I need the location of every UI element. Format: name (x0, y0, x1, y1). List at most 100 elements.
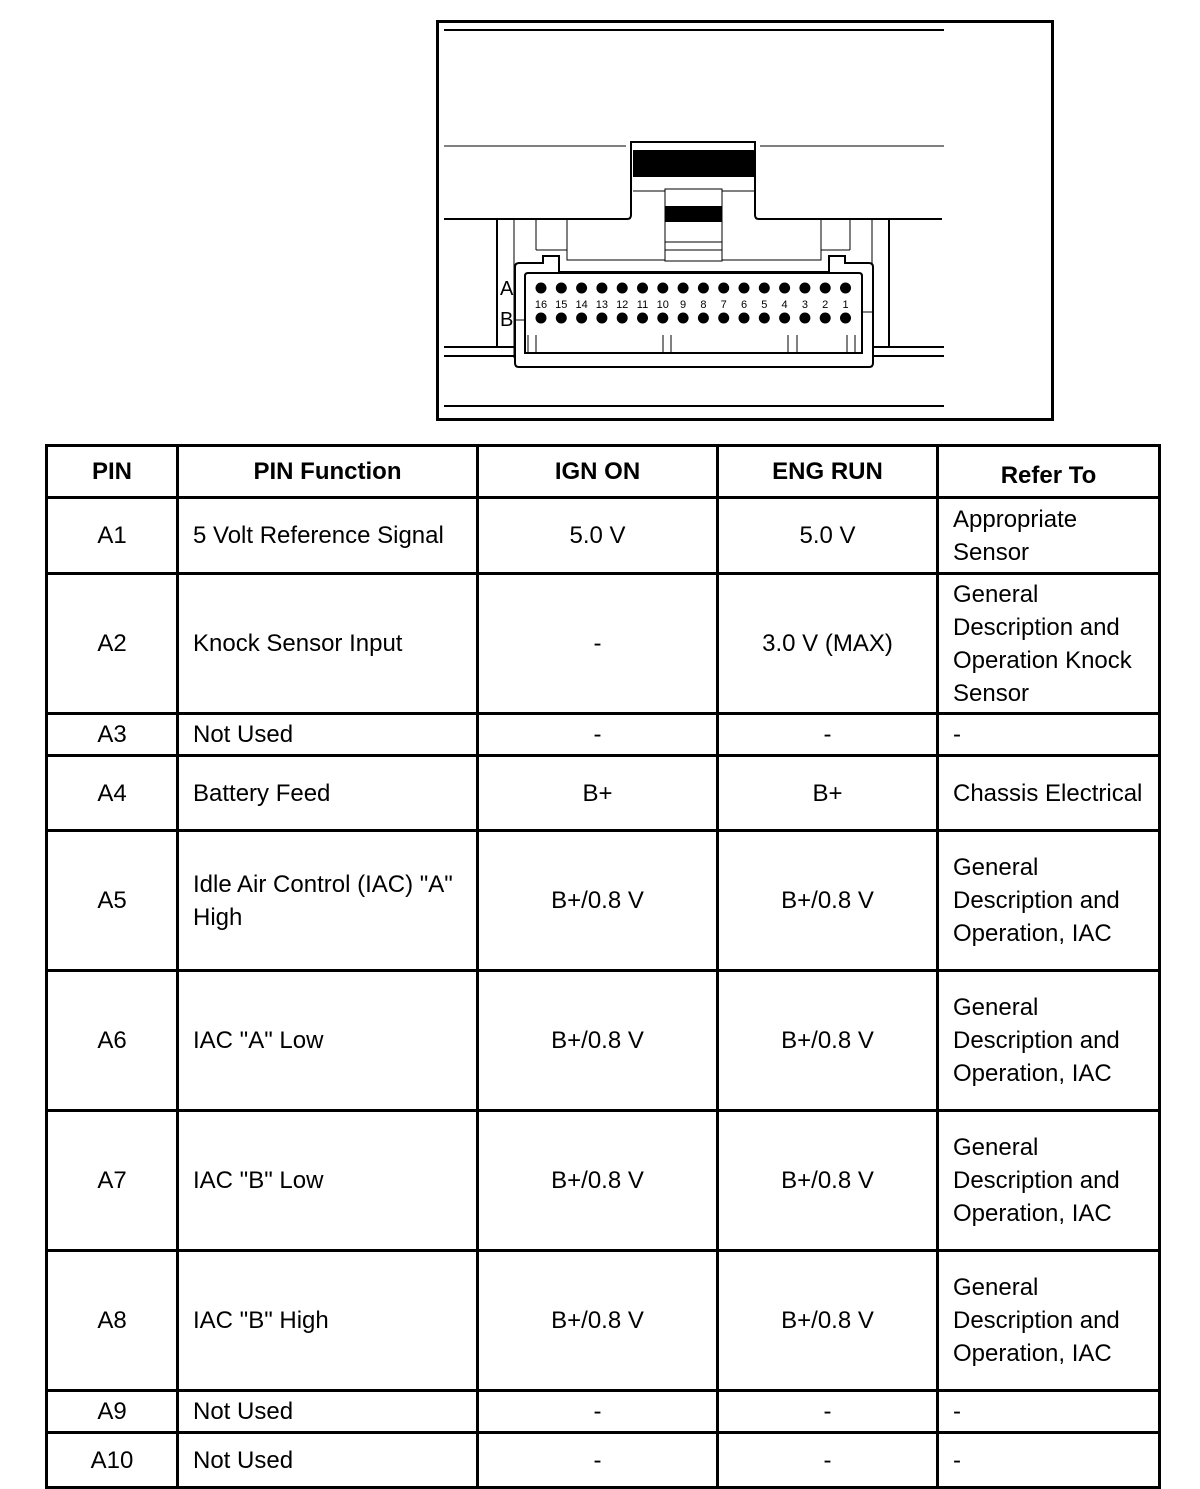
pin-B10 (657, 312, 669, 324)
cell-ign-on: B+/0.8 V (476, 1109, 719, 1252)
cell-pin: A4 (45, 754, 179, 832)
table-row: A10 Not Used - - - (45, 1431, 1161, 1489)
pin-number-label: 1 (842, 299, 848, 311)
cell-pin: A10 (45, 1431, 179, 1489)
cell-eng-run: B+/0.8 V (716, 1109, 939, 1252)
pin-A11 (637, 282, 648, 294)
cell-eng-run: B+ (716, 754, 939, 832)
pin-number-label: 15 (555, 299, 567, 311)
pin-A4 (779, 282, 791, 294)
pin-B3 (799, 312, 811, 324)
cell-function: Knock Sensor Input (176, 572, 479, 715)
header-eng-run: ENG RUN (716, 444, 939, 499)
cell-ign-on: - (476, 1389, 719, 1434)
table-row: A3 Not Used - - - (45, 712, 1161, 757)
pin-table: PIN PIN Function IGN ON ENG RUN Refer To… (45, 444, 1161, 1489)
pin-number-label: 14 (575, 299, 587, 311)
pin-A1 (840, 282, 851, 294)
cell-refer-to: General Description and Operation, IAC (936, 1249, 1161, 1392)
pin-A3 (799, 282, 811, 294)
table-header-row: PIN PIN Function IGN ON ENG RUN Refer To (45, 444, 1161, 499)
table-row: A9 Not Used - - - (45, 1389, 1161, 1434)
cell-refer-to: General Description and Operation, IAC (936, 829, 1161, 972)
pin-number-label: 4 (782, 299, 788, 311)
pin-B2 (819, 312, 831, 324)
cell-ign-on: B+/0.8 V (476, 969, 719, 1112)
cell-pin: A5 (45, 829, 179, 972)
cell-refer-to: - (936, 712, 1161, 757)
cell-refer-to: Appropriate Sensor (936, 496, 1161, 575)
cell-ign-on: - (476, 1431, 719, 1489)
cell-eng-run: 5.0 V (716, 496, 939, 575)
header-ign-on: IGN ON (476, 444, 719, 499)
header-pin-function: PIN Function (176, 444, 479, 499)
cell-function: IAC "B" High (176, 1249, 479, 1392)
table-row: A4 Battery Feed B+ B+ Chassis Electrical (45, 754, 1161, 832)
pin-A8 (697, 282, 709, 294)
header-refer-to: Refer To (936, 444, 1161, 499)
cell-function: 5 Volt Reference Signal (176, 496, 479, 575)
pin-B4 (779, 312, 791, 324)
cell-refer-to: General Description and Operation Knock … (936, 572, 1161, 715)
cell-function: Not Used (176, 1431, 479, 1489)
connector-diagram: A B 16 15 14 13 12 11 10 9 8 7 6 5 4 3 2 1 (436, 20, 1054, 421)
pin-number-label: 6 (741, 299, 747, 311)
cell-ign-on: B+ (476, 754, 719, 832)
header-pin: PIN (45, 444, 179, 499)
pin-B13 (596, 312, 608, 324)
pin-B1 (840, 312, 851, 324)
pin-number-label: 7 (721, 299, 727, 311)
cell-ign-on: 5.0 V (476, 496, 719, 575)
pin-number-label: 2 (822, 299, 828, 311)
cell-pin: A3 (45, 712, 179, 757)
cell-eng-run: - (716, 1389, 939, 1434)
cell-refer-to: Chassis Electrical (936, 754, 1161, 832)
table-row: A1 5 Volt Reference Signal 5.0 V 5.0 V Appro… (45, 496, 1161, 575)
cell-refer-to: - (936, 1431, 1161, 1489)
cell-eng-run: B+/0.8 V (716, 829, 939, 972)
pin-B11 (637, 312, 648, 324)
pin-B8 (697, 312, 709, 324)
pin-A15 (555, 282, 567, 294)
pin-number-label: 3 (802, 299, 808, 311)
cell-refer-to: General Description and Operation, IAC (936, 969, 1161, 1112)
pin-A14 (576, 282, 588, 294)
table-row: A6 IAC "A" Low B+/0.8 V B+/0.8 V General Des… (45, 969, 1161, 1112)
table-row: A7 IAC "B" Low B+/0.8 V B+/0.8 V General Des… (45, 1109, 1161, 1252)
pin-B14 (576, 312, 588, 324)
cell-pin: A8 (45, 1249, 179, 1392)
table-row: A5 Idle Air Control (IAC) "A" High B+/0.8 … (45, 829, 1161, 972)
cell-pin: A2 (45, 572, 179, 715)
pin-B15 (555, 312, 567, 324)
pin-A5 (758, 282, 770, 294)
table-row: A8 IAC "B" High B+/0.8 V B+/0.8 V General De… (45, 1249, 1161, 1392)
cell-ign-on: B+/0.8 V (476, 829, 719, 972)
pin-number-label: 9 (680, 299, 686, 311)
cell-pin: A9 (45, 1389, 179, 1434)
pin-B6 (738, 312, 750, 324)
cell-eng-run: - (716, 712, 939, 757)
pin-A6 (738, 282, 750, 294)
pin-B12 (616, 312, 628, 324)
cell-eng-run: B+/0.8 V (716, 1249, 939, 1392)
pin-A12 (616, 282, 628, 294)
pin-A7 (718, 282, 730, 294)
pin-number-label: 16 (535, 299, 547, 311)
pin-number-label: 11 (637, 299, 648, 311)
cell-pin: A1 (45, 496, 179, 575)
cell-pin: A7 (45, 1109, 179, 1252)
pin-number-label: 5 (761, 299, 767, 311)
cell-eng-run: - (716, 1431, 939, 1489)
cell-function: Not Used (176, 1389, 479, 1434)
cell-ign-on: - (476, 712, 719, 757)
cell-function: Not Used (176, 712, 479, 757)
pin-B5 (758, 312, 770, 324)
cell-function: IAC "A" Low (176, 969, 479, 1112)
cell-function: IAC "B" Low (176, 1109, 479, 1252)
cell-ign-on: - (476, 572, 719, 715)
pin-number-label: 8 (700, 299, 706, 311)
pin-B16 (535, 312, 547, 324)
pin-number-label: 10 (657, 299, 669, 311)
cell-refer-to: - (936, 1389, 1161, 1434)
pin-number-label: 13 (596, 299, 608, 311)
